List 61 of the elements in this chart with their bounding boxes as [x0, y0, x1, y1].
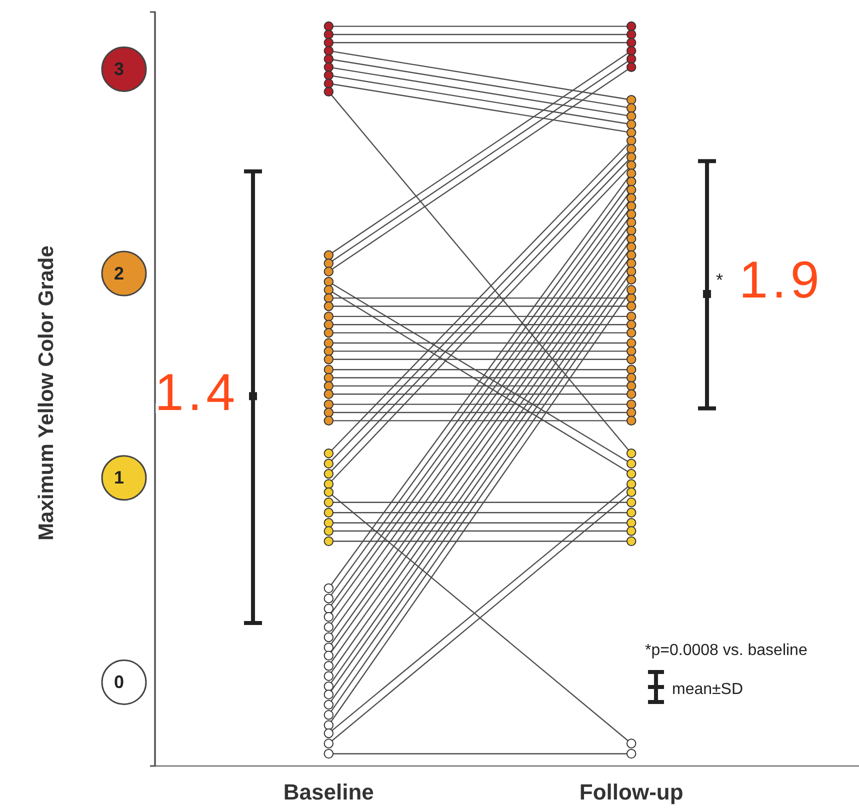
y-axis-title: Maximum Yellow Color Grade: [35, 246, 58, 540]
y-tick-label: 1: [114, 468, 124, 488]
y-tick-label: 2: [114, 263, 124, 284]
point: [626, 328, 636, 338]
point: [324, 346, 334, 356]
point: [324, 372, 334, 383]
data-label: 1.9: [739, 252, 824, 310]
point: [324, 408, 334, 418]
point: [324, 416, 334, 426]
point: [324, 38, 334, 48]
point: [324, 748, 334, 759]
point: [626, 354, 636, 364]
point: [626, 536, 636, 546]
y-tick-label: 0: [114, 672, 124, 692]
x-tick-label: Follow-up: [579, 780, 684, 805]
x-tick-label: Baseline: [283, 780, 374, 805]
point: [626, 372, 636, 383]
point: [324, 399, 334, 410]
point: [626, 301, 636, 312]
point: [626, 364, 636, 374]
point: [626, 526, 636, 536]
point: [324, 389, 334, 399]
point: [324, 381, 334, 391]
point: [324, 518, 334, 528]
point: [626, 320, 636, 330]
annotation: *p=0.0008 vs. baseline: [645, 642, 808, 659]
point: [324, 30, 334, 40]
point: [626, 30, 636, 40]
point: [249, 392, 257, 400]
point: [626, 508, 636, 518]
point: [324, 354, 334, 364]
point: [324, 21, 334, 32]
point: [626, 498, 636, 508]
point: [703, 290, 711, 298]
y-tick-label: 3: [114, 58, 124, 79]
point: [626, 21, 636, 32]
point: [324, 536, 334, 546]
point: [324, 312, 334, 322]
point: [324, 498, 334, 508]
point: [626, 338, 636, 348]
point: [324, 526, 334, 536]
point: [324, 293, 334, 303]
point: [626, 748, 636, 759]
point: [626, 38, 636, 48]
point: [324, 364, 334, 374]
data-label: 1.4: [154, 364, 239, 422]
annotation: mean±SD: [672, 681, 744, 698]
point: [324, 508, 334, 518]
annotation: *: [716, 270, 724, 290]
point: [626, 381, 636, 391]
point: [626, 346, 636, 356]
point: [626, 408, 636, 418]
point: [626, 389, 636, 399]
point: [324, 301, 334, 312]
point: [626, 399, 636, 410]
point: [324, 338, 334, 348]
point: [626, 416, 636, 426]
point: [324, 320, 334, 330]
point: [626, 312, 636, 322]
point: [626, 518, 636, 528]
point: [324, 328, 334, 338]
